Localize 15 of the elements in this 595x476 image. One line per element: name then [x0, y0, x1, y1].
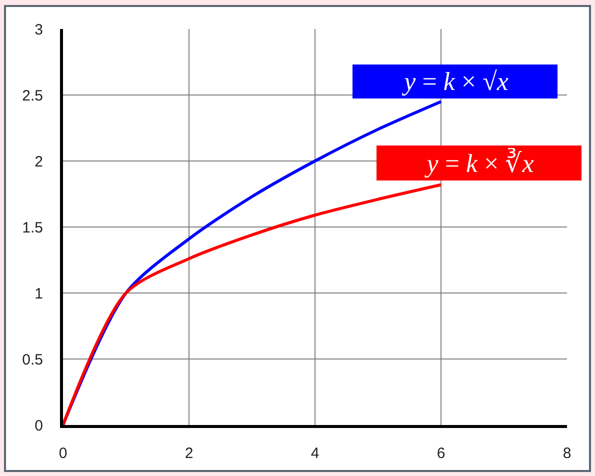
y-tick-label: 1: [34, 285, 43, 302]
x-tick-label: 0: [58, 445, 68, 462]
y-tick-label: 0.5: [22, 351, 43, 368]
x-tick-label: 6: [436, 445, 446, 462]
series-label: y = k × √x: [401, 67, 509, 96]
y-tick-label: 2: [34, 153, 43, 170]
x-tick-label: 8: [562, 445, 572, 462]
y-tick-label: 0: [34, 417, 43, 434]
x-tick-label: 2: [184, 445, 194, 462]
y-tick-label: 3: [34, 21, 43, 38]
y-tick-label: 1.5: [22, 219, 43, 236]
x-tick-label: 4: [310, 445, 320, 462]
y-tick-label: 2.5: [22, 87, 43, 104]
line-series: [63, 183, 442, 425]
series-label: y = k × ∛x: [424, 148, 534, 178]
